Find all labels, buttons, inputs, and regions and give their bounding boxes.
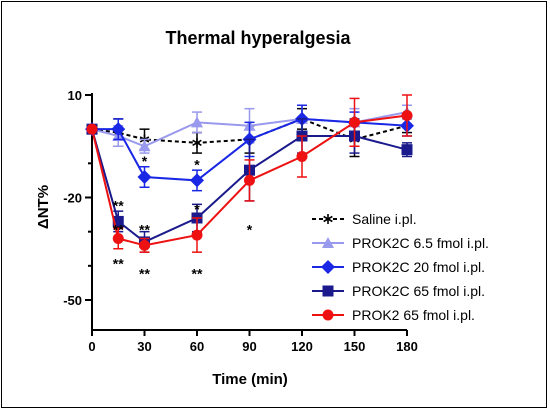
series-line	[92, 117, 408, 182]
x-tick-label: 0	[88, 339, 95, 354]
legend-marker	[322, 285, 334, 297]
legend-item: PROK2 65 fmol i.pl.	[312, 307, 475, 323]
data-point	[137, 170, 152, 184]
circle-shape	[191, 229, 203, 241]
square-shape	[322, 285, 334, 297]
legend: Saline i.pl. PROK2C 6.5 fmol i.pl. PROK2C …	[312, 211, 489, 323]
x-axis-label: Time (min)	[212, 371, 288, 388]
series-5	[86, 94, 413, 253]
significance-annotation: **	[113, 197, 124, 213]
asterisk-stroke	[323, 215, 333, 223]
x-tick-label: 60	[190, 339, 204, 354]
data-point	[191, 229, 203, 241]
data-point	[296, 151, 308, 162]
data-point	[112, 233, 124, 244]
legend-marker	[322, 309, 334, 321]
data-point	[86, 123, 98, 135]
data-point	[401, 110, 413, 121]
data-point	[111, 122, 126, 137]
circle-shape	[86, 123, 98, 135]
square-shape	[401, 144, 413, 156]
square-shape	[112, 215, 124, 227]
legend-item: Saline i.pl.	[312, 211, 417, 227]
triangle-shape	[191, 116, 203, 128]
chart-title: Thermal hyperalgesia	[165, 28, 351, 48]
data-point	[244, 174, 255, 186]
data-point	[191, 116, 203, 128]
legend-item: PROK2C 65 fmol i.pl.	[312, 283, 485, 299]
significance-annotation: **	[192, 266, 203, 282]
circle-shape	[244, 174, 255, 186]
significance-annotation: **	[139, 221, 150, 237]
data-point	[401, 144, 413, 156]
significance-annotation: *	[194, 156, 200, 172]
triangle-shape	[322, 237, 334, 248]
diamond-shape	[190, 173, 204, 188]
data-point	[112, 215, 124, 227]
y-axis-label: ΔNT%	[35, 185, 52, 229]
significance-annotation: **	[139, 266, 150, 282]
legend-marker	[321, 260, 335, 274]
legend-marker	[323, 214, 333, 224]
circle-shape	[349, 116, 360, 128]
y-tick-label: -50	[63, 293, 82, 308]
y-tick-label: -20	[63, 191, 82, 206]
significance-annotation: *	[142, 153, 148, 169]
legend-marker	[322, 237, 334, 248]
significance-annotation: **	[113, 221, 124, 237]
circle-shape	[112, 233, 124, 244]
x-tick-label: 90	[242, 339, 256, 354]
circle-shape	[139, 239, 150, 251]
y-tick-label: 10	[68, 88, 82, 103]
triangle-shape	[138, 140, 151, 152]
data-point	[192, 137, 202, 148]
legend-label: PROK2C 20 fmol i.pl.	[352, 259, 485, 275]
significance-annotation: *	[247, 221, 253, 237]
x-tick-label: 30	[137, 339, 151, 354]
data-point	[190, 173, 204, 188]
x-tick-label: 120	[291, 339, 313, 354]
x-tick-label: 150	[344, 339, 366, 354]
significance-annotation: *	[194, 201, 200, 217]
legend-label: Saline i.pl.	[352, 211, 417, 227]
significance-annotation: **	[113, 255, 124, 271]
circle-shape	[401, 110, 413, 121]
asterisk-stroke	[192, 139, 202, 147]
data-point	[349, 116, 360, 128]
legend-label: PROK2C 6.5 fmol i.pl.	[352, 235, 489, 251]
data-point	[138, 140, 151, 152]
circle-shape	[322, 309, 334, 321]
diamond-shape	[111, 122, 126, 137]
diamond-shape	[137, 170, 152, 184]
data-point	[139, 239, 150, 251]
x-tick-label: 180	[396, 339, 418, 354]
legend-item: PROK2C 20 fmol i.pl.	[312, 259, 485, 275]
circle-shape	[296, 151, 308, 162]
legend-item: PROK2C 6.5 fmol i.pl.	[312, 235, 489, 251]
legend-label: PROK2 65 fmol i.pl.	[352, 307, 475, 323]
legend-label: PROK2C 65 fmol i.pl.	[352, 283, 485, 299]
diamond-shape	[321, 260, 335, 274]
